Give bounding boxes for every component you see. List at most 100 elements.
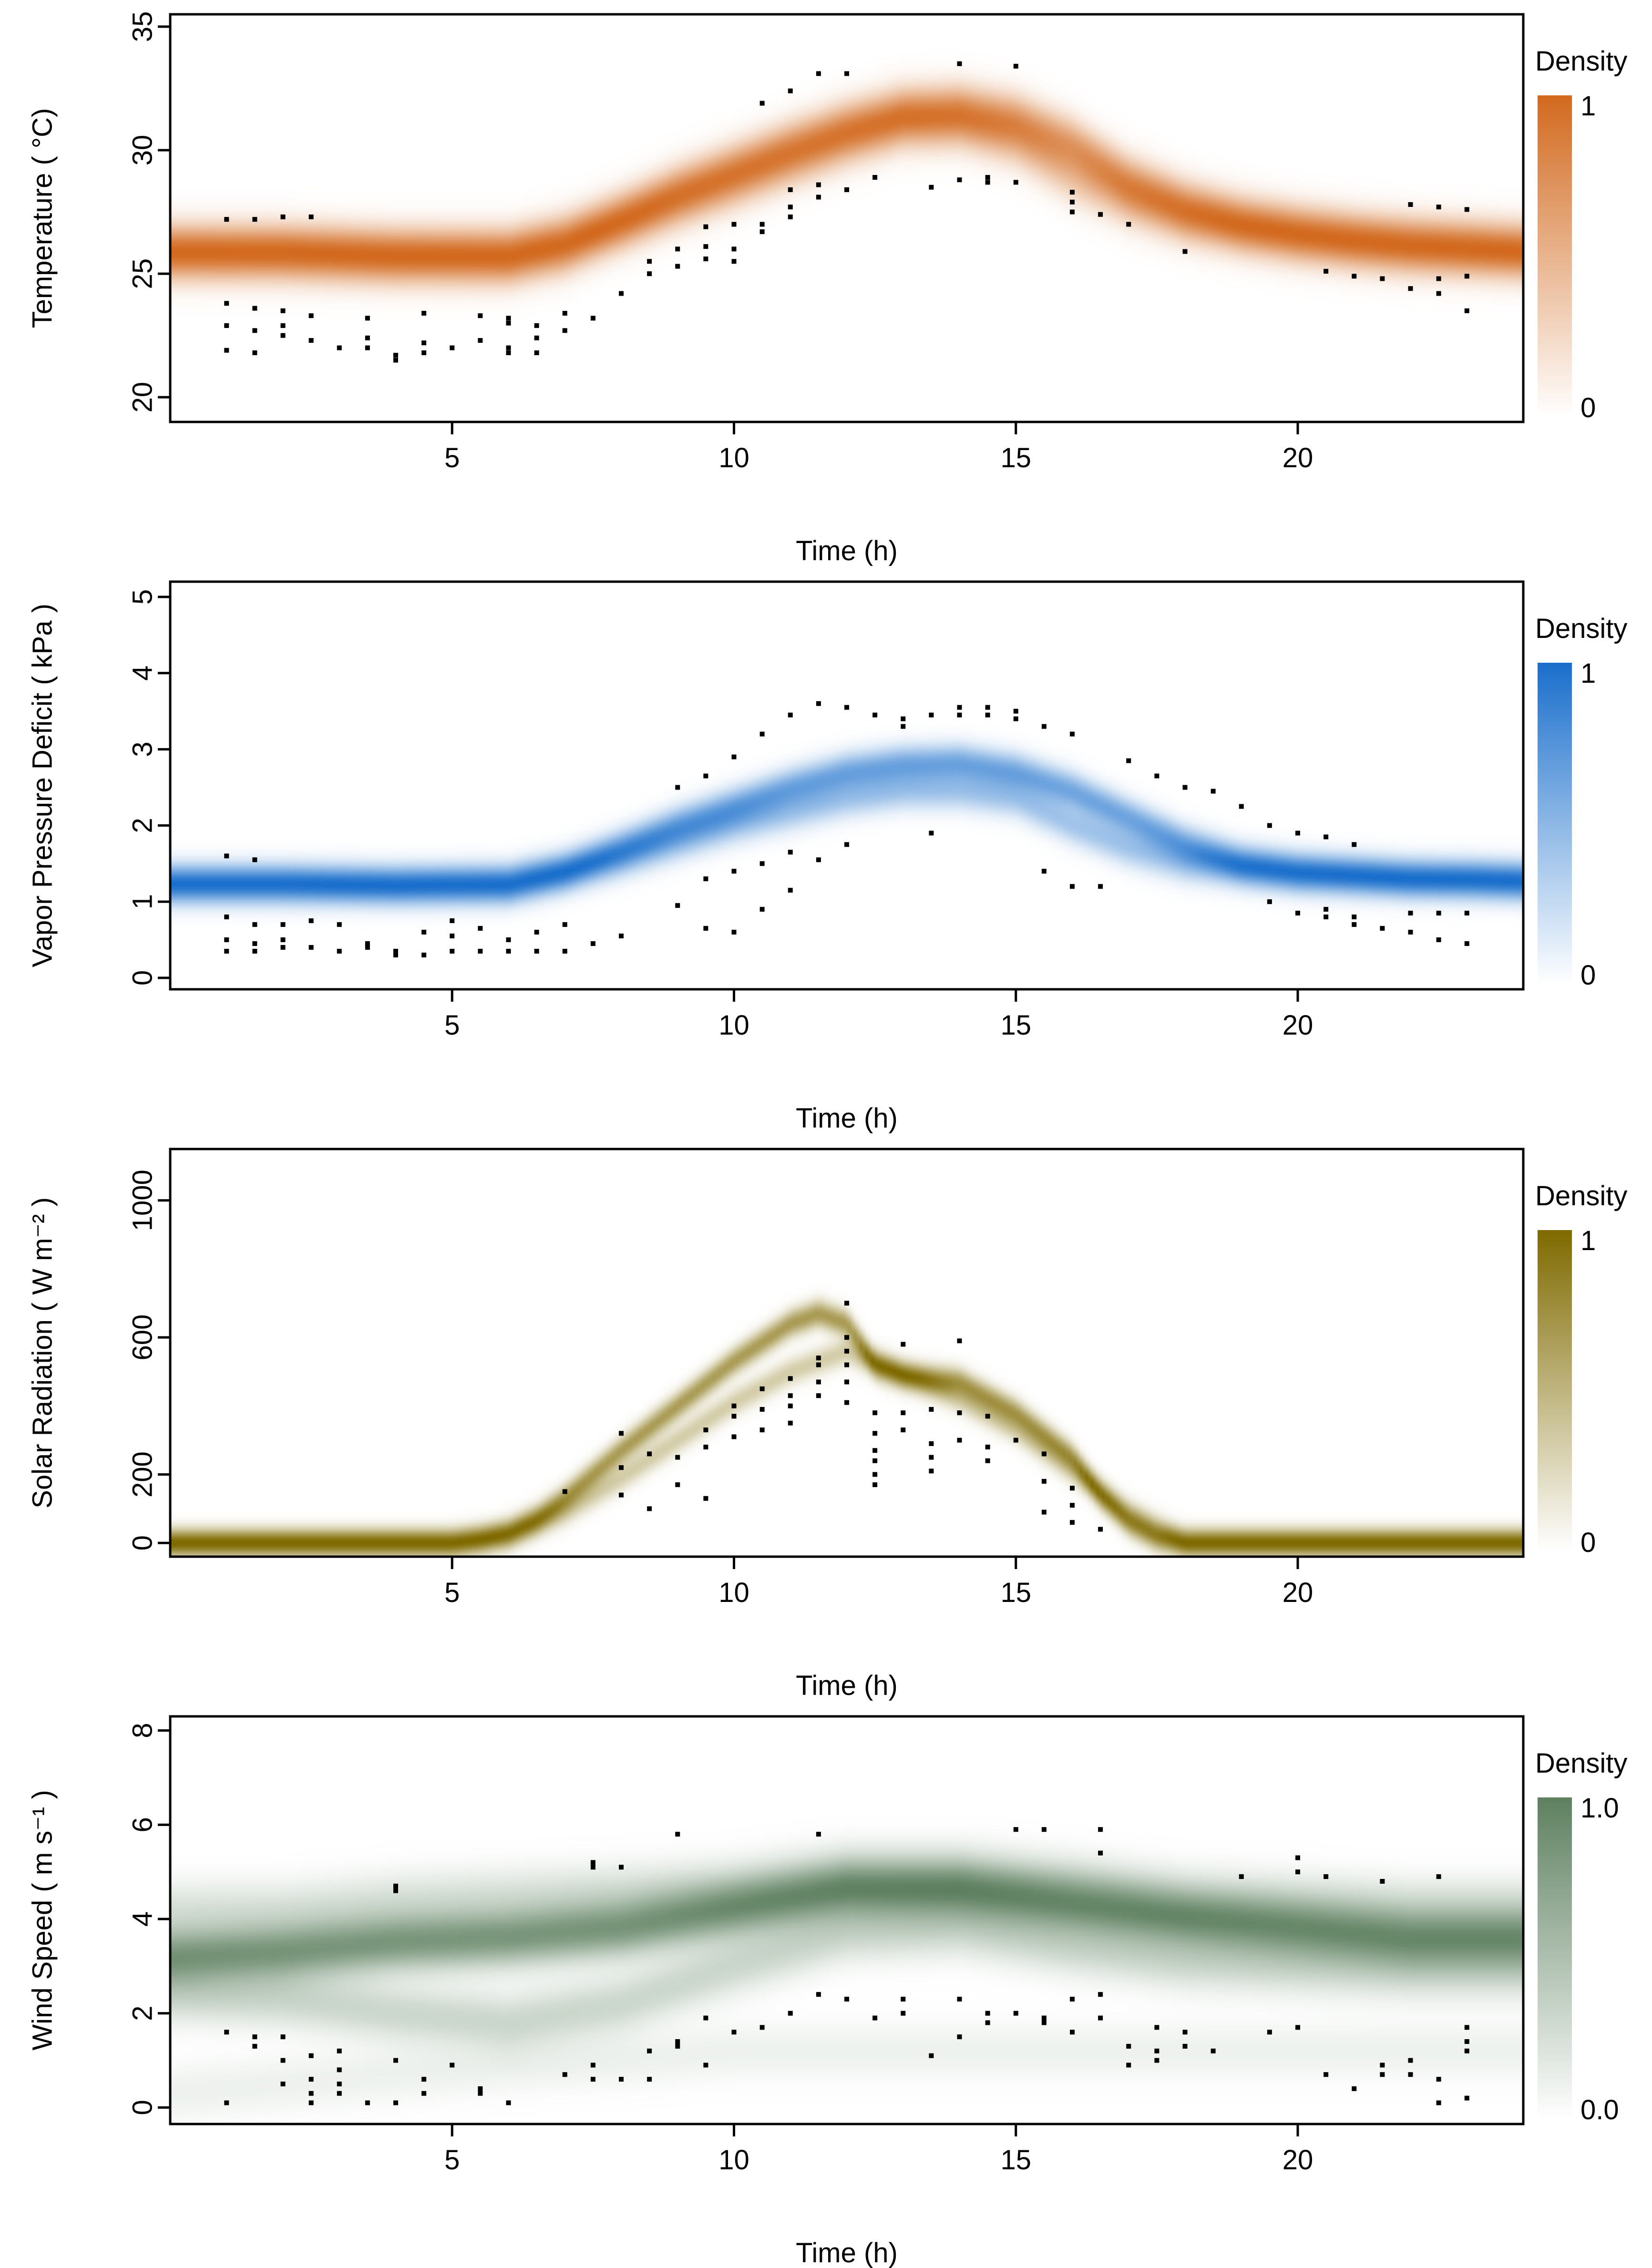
data-point bbox=[534, 930, 539, 935]
data-point bbox=[703, 224, 708, 229]
data-point bbox=[252, 2034, 257, 2040]
y-tick-label: 35 bbox=[127, 11, 158, 42]
data-point bbox=[929, 712, 934, 718]
y-tick-label: 3 bbox=[127, 741, 158, 757]
data-point bbox=[1464, 941, 1469, 946]
legend-min-label: 0.0 bbox=[1580, 2094, 1619, 2125]
observation-points bbox=[224, 61, 1469, 363]
data-point bbox=[1464, 308, 1469, 313]
y-tick-label: 6 bbox=[127, 1817, 158, 1832]
data-point bbox=[1464, 2039, 1469, 2044]
data-point bbox=[421, 350, 427, 355]
data-point bbox=[1324, 1874, 1329, 1879]
data-point bbox=[647, 2048, 652, 2053]
data-point bbox=[675, 1455, 680, 1460]
data-point bbox=[675, 2043, 680, 2049]
data-point bbox=[788, 88, 793, 93]
data-point bbox=[224, 949, 229, 954]
data-point bbox=[1408, 2058, 1413, 2063]
data-point bbox=[872, 712, 878, 718]
data-point bbox=[506, 350, 511, 355]
data-point bbox=[619, 934, 624, 939]
y-tick-label: 4 bbox=[127, 666, 158, 681]
data-point bbox=[788, 2011, 793, 2016]
data-point bbox=[1324, 914, 1329, 920]
data-point bbox=[1070, 1486, 1075, 1491]
data-point bbox=[816, 701, 821, 706]
data-point bbox=[816, 1992, 821, 1997]
data-point bbox=[759, 1427, 765, 1433]
data-point bbox=[872, 1472, 878, 1477]
x-tick-label: 15 bbox=[1000, 442, 1031, 473]
y-tick-label: 30 bbox=[127, 135, 158, 166]
data-point bbox=[393, 2058, 398, 2063]
data-point bbox=[957, 2034, 962, 2040]
y-tick-label: 1 bbox=[127, 894, 158, 909]
data-point bbox=[703, 773, 708, 779]
data-point bbox=[929, 2053, 934, 2058]
data-point bbox=[985, 1458, 990, 1463]
x-tick-label: 20 bbox=[1283, 1577, 1313, 1608]
data-point bbox=[1041, 2015, 1047, 2021]
data-point bbox=[252, 2043, 257, 2049]
legend-color-bar bbox=[1538, 1797, 1572, 2119]
data-point bbox=[1436, 291, 1441, 296]
data-point bbox=[365, 335, 370, 340]
data-point bbox=[1239, 1874, 1244, 1879]
data-point bbox=[1408, 930, 1413, 935]
x-tick-label: 5 bbox=[444, 2145, 460, 2176]
data-point bbox=[929, 1407, 934, 1412]
data-point bbox=[421, 340, 427, 346]
data-point bbox=[647, 1506, 652, 1511]
data-point bbox=[844, 187, 849, 192]
data-point bbox=[872, 175, 878, 180]
data-point bbox=[1464, 2025, 1469, 2030]
data-point bbox=[1295, 2025, 1300, 2030]
y-tick-label: 0 bbox=[127, 2100, 158, 2115]
data-point bbox=[703, 926, 708, 931]
data-point bbox=[844, 1400, 849, 1405]
data-point bbox=[957, 1437, 962, 1443]
data-point bbox=[788, 1393, 793, 1398]
data-point bbox=[759, 222, 765, 227]
data-point bbox=[675, 2039, 680, 2044]
data-point bbox=[647, 271, 652, 277]
data-point bbox=[675, 1832, 680, 1837]
y-axis-label: Wind Speed ( m s⁻¹ ) bbox=[27, 1790, 58, 2050]
data-point bbox=[1324, 834, 1329, 840]
y-tick-label: 600 bbox=[127, 1314, 158, 1361]
y-tick-label: 0 bbox=[127, 1535, 158, 1550]
data-point bbox=[759, 731, 765, 737]
data-point bbox=[788, 850, 793, 855]
x-tick-label: 5 bbox=[444, 1577, 460, 1608]
data-point bbox=[450, 345, 455, 350]
data-point bbox=[590, 2077, 595, 2082]
data-point bbox=[252, 949, 257, 954]
x-tick-label: 20 bbox=[1283, 442, 1313, 473]
data-point bbox=[1436, 911, 1441, 916]
data-point bbox=[1013, 708, 1018, 714]
data-point bbox=[929, 1455, 934, 1460]
data-point bbox=[224, 937, 229, 943]
data-point bbox=[365, 945, 370, 950]
data-point bbox=[816, 857, 821, 862]
x-tick-label: 10 bbox=[718, 2145, 749, 2176]
legend-title: Density bbox=[1535, 1180, 1627, 1211]
data-point bbox=[985, 712, 990, 718]
data-point bbox=[788, 187, 793, 192]
legend-max-label: 1.0 bbox=[1580, 1793, 1619, 1824]
data-point bbox=[1041, 1827, 1047, 1832]
data-point bbox=[478, 2091, 483, 2096]
data-point bbox=[393, 2100, 398, 2105]
x-axis-label: Time (h) bbox=[796, 535, 898, 566]
data-point bbox=[337, 2081, 342, 2086]
data-point bbox=[506, 320, 511, 326]
data-point bbox=[252, 350, 257, 355]
data-point bbox=[252, 217, 257, 222]
data-point bbox=[1098, 884, 1103, 889]
data-point bbox=[844, 1362, 849, 1367]
data-point bbox=[1324, 907, 1329, 912]
data-point bbox=[929, 831, 934, 836]
data-point bbox=[675, 785, 680, 790]
data-point bbox=[224, 914, 229, 920]
